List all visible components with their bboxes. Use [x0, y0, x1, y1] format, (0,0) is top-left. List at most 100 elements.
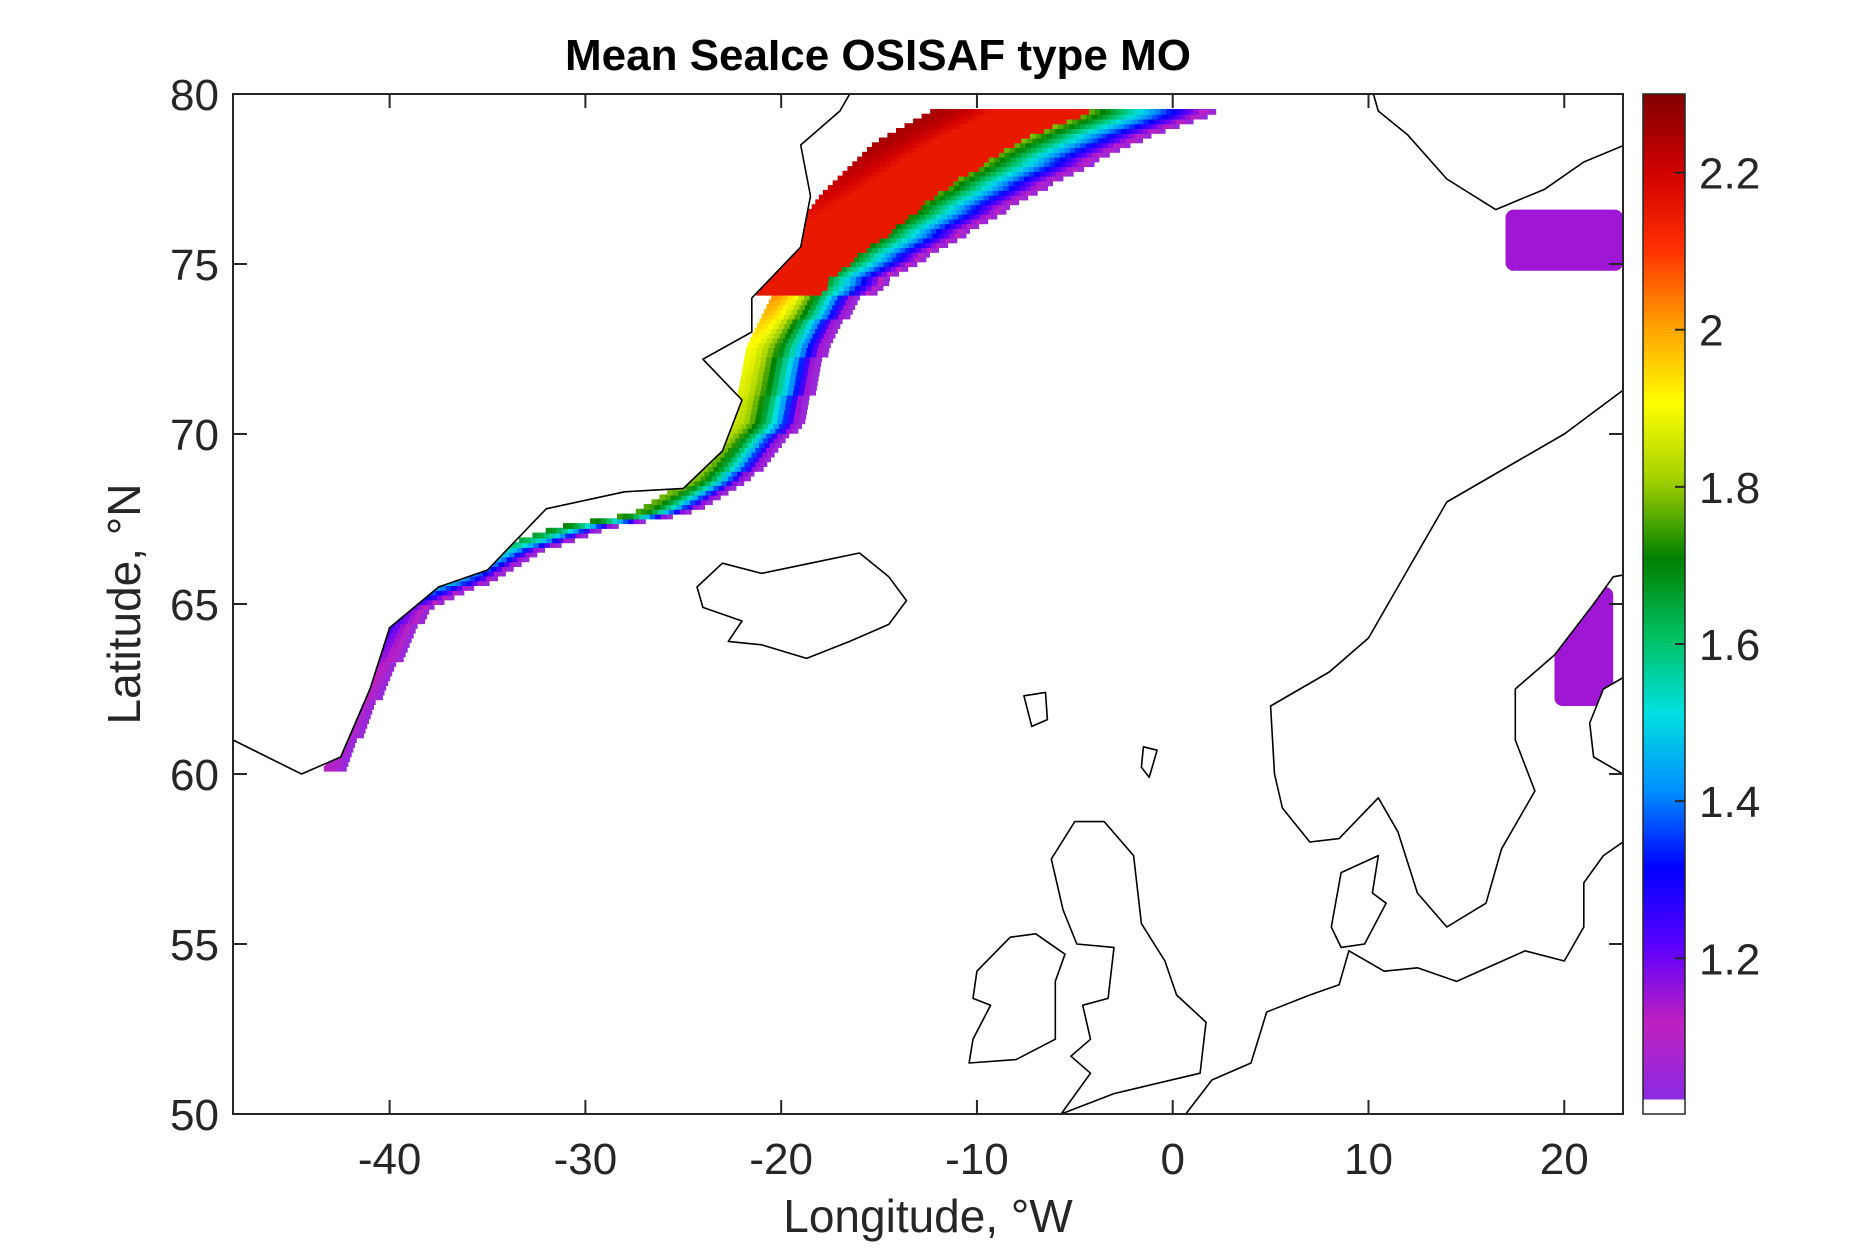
ice-cell: [994, 194, 1001, 201]
ice-cell: [984, 118, 991, 125]
ice-cell: [345, 751, 352, 758]
ice-cell: [945, 128, 952, 134]
ice-cell: [1114, 137, 1122, 144]
ice-cell: [806, 375, 814, 382]
ice-cell: [1099, 118, 1106, 125]
ice-cell: [709, 470, 717, 477]
ice-cell: [376, 694, 383, 701]
ice-cell: [807, 370, 814, 377]
ice-cell: [915, 204, 923, 210]
ice-cell: [541, 537, 548, 544]
ice-cell: [769, 399, 776, 406]
ice-cell: [760, 461, 768, 467]
ice-cell: [984, 166, 991, 172]
ice-cell: [790, 332, 798, 339]
ice-cell: [786, 266, 794, 272]
ice-cell: [775, 366, 782, 372]
ice-cell: [882, 180, 889, 187]
ice-cell: [804, 228, 812, 234]
ice-cell: [435, 589, 443, 596]
ice-cell: [815, 337, 823, 344]
ice-cell: [1022, 128, 1029, 134]
ice-cell: [787, 389, 795, 396]
ice-cell: [839, 261, 846, 268]
ice-cell: [421, 599, 429, 605]
ice-cell: [877, 142, 884, 149]
ice-cell: [1154, 118, 1161, 125]
ice-cell: [760, 446, 768, 453]
ice-cell: [374, 684, 381, 691]
ice-cell: [959, 189, 967, 196]
ice-cell: [1201, 113, 1208, 120]
ice-cell: [904, 123, 911, 129]
ice-cell: [832, 256, 839, 263]
ice-cell: [872, 189, 879, 196]
ice-cell: [815, 356, 823, 363]
iceland-coast: [696, 552, 908, 660]
ice-cell: [912, 237, 919, 244]
ice-cell: [1140, 113, 1148, 120]
ice-cell: [1061, 109, 1069, 115]
ice-cell: [367, 689, 374, 696]
ice-cell: [887, 256, 894, 263]
ice-cell: [806, 232, 813, 239]
ice-cell: [763, 404, 770, 410]
ice-cell: [949, 147, 956, 153]
ice-cell: [901, 251, 909, 258]
ice-cell: [969, 132, 977, 139]
ice-cell: [790, 375, 797, 382]
ice-cell: [760, 418, 767, 425]
ice-cell: [1025, 189, 1033, 196]
ice-cell: [859, 199, 866, 206]
ice-cell: [787, 294, 795, 301]
ice-cell: [777, 356, 784, 363]
ice-cell: [733, 432, 740, 439]
ice-cell: [990, 109, 997, 115]
ice-cell: [870, 228, 877, 234]
ice-cell: [378, 661, 386, 667]
ice-cell: [972, 194, 979, 201]
ice-cell: [383, 675, 391, 682]
ice-cell: [849, 185, 857, 191]
ice-cell: [464, 575, 471, 582]
ice-cell: [756, 408, 764, 415]
ice-cell: [997, 142, 1005, 149]
ice-cell: [843, 180, 851, 187]
ice-cell: [830, 223, 837, 229]
ice-cell: [758, 342, 765, 348]
ice-cell: [875, 213, 883, 220]
ice-cell: [932, 204, 939, 210]
ice-cell: [1128, 132, 1136, 139]
ice-cell: [923, 156, 930, 163]
ice-cell: [912, 128, 919, 134]
ice-cell: [865, 180, 873, 187]
ice-cell: [693, 480, 701, 486]
ice-cell: [735, 466, 742, 472]
ice-cell: [789, 351, 796, 358]
ice-cell: [387, 627, 394, 634]
ice-cell: [788, 256, 795, 263]
ice-cell: [836, 318, 843, 325]
ice-cell: [740, 423, 748, 429]
ice-cell: [755, 461, 762, 467]
ice-cell: [1019, 142, 1027, 149]
ice-cell: [753, 427, 760, 434]
ice-cell: [949, 151, 957, 158]
ice-cell: [689, 499, 697, 506]
ice-cell: [1120, 137, 1127, 144]
ice-cell: [768, 299, 776, 306]
ice-cell: [986, 185, 994, 191]
coastline-layer: [233, 94, 1623, 1114]
ice-cell: [773, 323, 780, 329]
ice-cell: [663, 508, 670, 515]
ice-cell: [987, 189, 994, 196]
ice-cell: [944, 137, 952, 144]
ice-cell: [802, 237, 810, 244]
ice-cell: [865, 175, 872, 182]
ice-cell: [880, 166, 887, 172]
ice-cell: [830, 208, 837, 215]
ice-cell: [804, 304, 812, 310]
ice-cell: [822, 218, 830, 225]
ice-cell: [988, 156, 996, 163]
ice-cell: [794, 380, 802, 387]
